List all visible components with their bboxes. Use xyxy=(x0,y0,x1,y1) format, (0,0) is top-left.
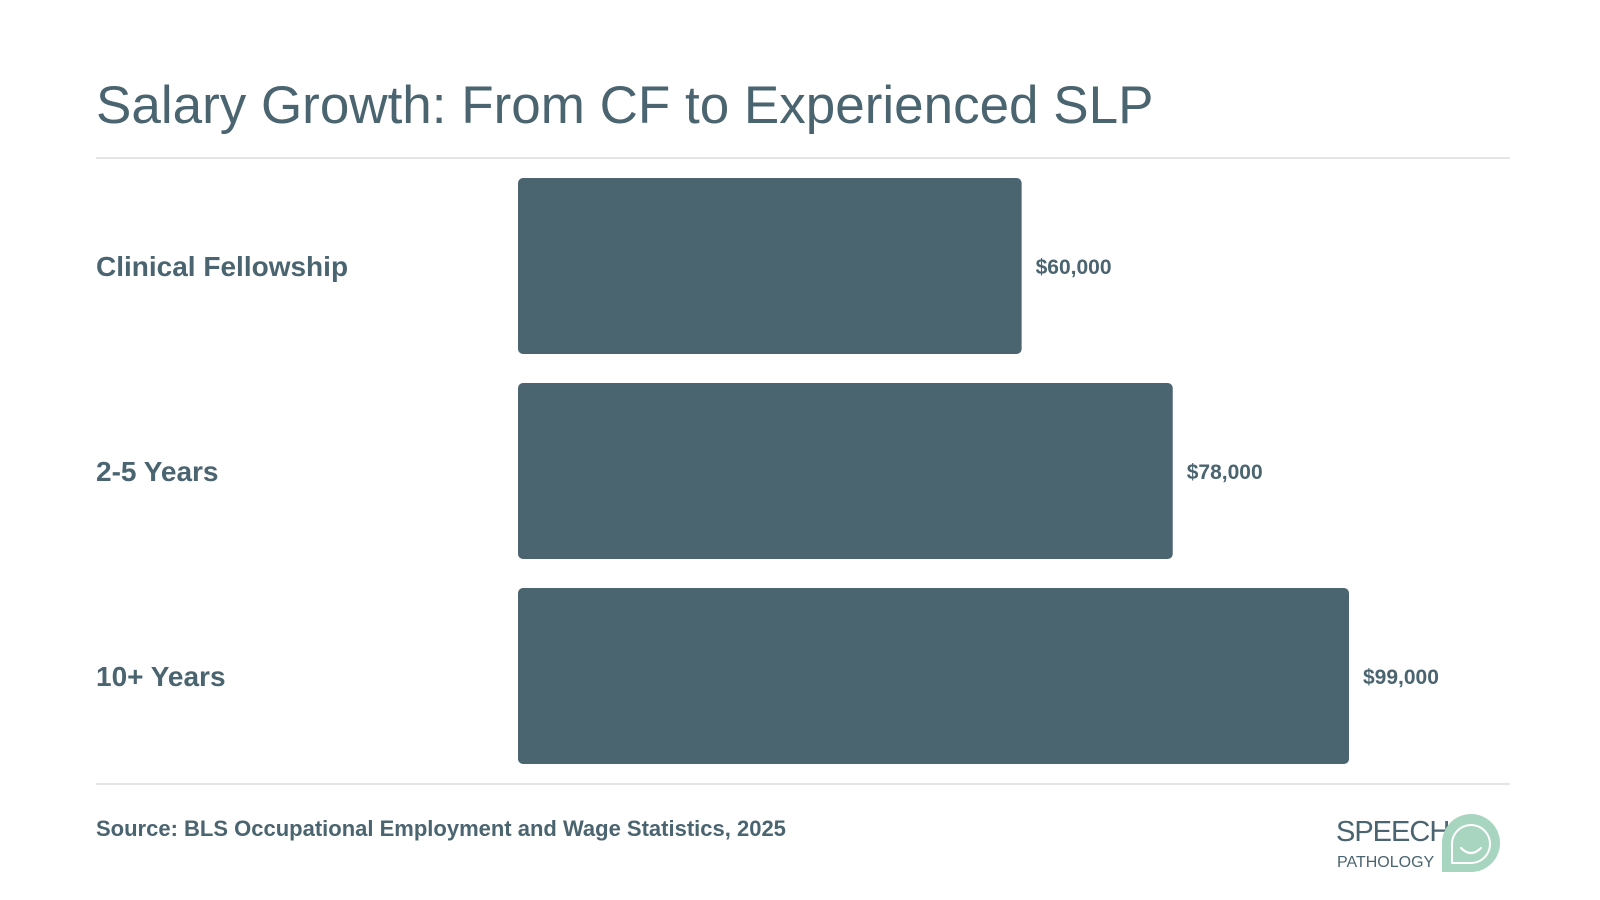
value-label: $60,000 xyxy=(1036,256,1112,279)
value-label: $99,000 xyxy=(1363,666,1439,689)
speech-bubble-smile-icon xyxy=(1441,814,1500,872)
logo-word-speech: SPEECH xyxy=(1336,816,1450,848)
category-label: 10+ Years xyxy=(96,661,226,692)
bar xyxy=(518,383,1173,559)
bar xyxy=(518,588,1349,764)
chart-title: Salary Growth: From CF to Experienced SL… xyxy=(96,76,1154,135)
category-label: 2-5 Years xyxy=(96,456,219,487)
category-label: Clinical Fellowship xyxy=(96,251,348,282)
bar xyxy=(518,178,1022,354)
logo-word-pathology: PATHOLOGY xyxy=(1337,854,1435,871)
speech-pathology-logo: SPEECH PATHOLOGY xyxy=(1336,812,1504,876)
source-note: Source: BLS Occupational Employment and … xyxy=(96,816,786,841)
bottom-divider xyxy=(96,783,1510,785)
value-label: $78,000 xyxy=(1187,461,1263,484)
top-divider xyxy=(96,157,1510,159)
